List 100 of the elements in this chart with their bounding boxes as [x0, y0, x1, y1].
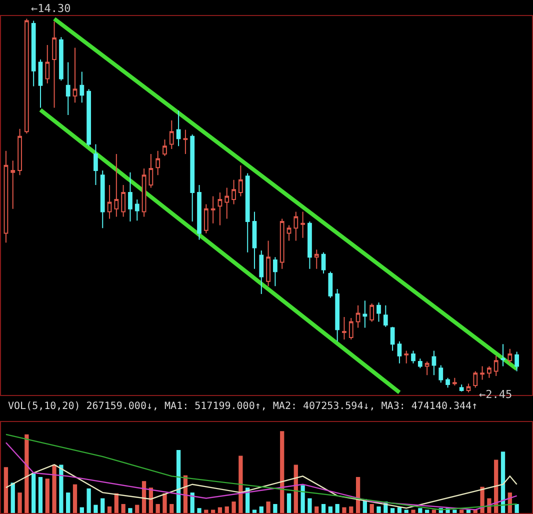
bar	[432, 510, 436, 513]
bar	[176, 450, 181, 513]
bar	[4, 467, 8, 513]
candlestick	[45, 44, 50, 84]
bar	[252, 510, 257, 513]
candlestick	[473, 370, 478, 388]
bar	[411, 510, 416, 513]
candlestick	[24, 18, 29, 134]
bar	[397, 507, 402, 513]
bar	[66, 492, 70, 513]
candlestick	[238, 164, 243, 197]
bar	[349, 506, 354, 513]
bar	[280, 431, 284, 513]
bar	[204, 510, 208, 513]
bar	[259, 506, 264, 513]
candlestick	[224, 187, 230, 220]
candlestick	[148, 154, 154, 188]
candlestick	[100, 170, 105, 229]
candlestick	[59, 36, 64, 82]
bar	[32, 472, 36, 513]
candlestick	[245, 172, 250, 253]
candlestick	[176, 110, 181, 147]
chart-title: VOL(5,10,20) 267159.000↓, MA1: 517199.000↑, MA2: 407253.594↓, MA3: 474140.344↑	[8, 401, 478, 412]
bar	[418, 508, 422, 513]
candlestick	[362, 300, 368, 328]
bar	[45, 478, 50, 513]
bar	[197, 508, 202, 513]
candlestick	[197, 184, 202, 240]
candlestick	[376, 302, 381, 322]
candlestick	[397, 340, 402, 364]
bar	[38, 476, 43, 513]
bar	[80, 507, 84, 513]
bar	[128, 508, 132, 513]
bar	[308, 498, 312, 513]
bar	[500, 452, 506, 513]
bar	[321, 504, 326, 513]
bar	[328, 506, 332, 513]
candlestick	[142, 168, 146, 218]
candlestick	[321, 252, 326, 274]
candlestick	[335, 288, 340, 342]
bar	[218, 507, 222, 513]
candlestick	[514, 351, 519, 372]
candlestick	[204, 204, 208, 234]
bar	[86, 488, 91, 513]
candlestick	[280, 218, 284, 270]
candlestick	[446, 377, 450, 388]
bar	[52, 464, 56, 513]
bar	[18, 492, 22, 513]
bar	[170, 504, 174, 513]
candlestick	[459, 384, 464, 392]
candlestick	[156, 150, 160, 176]
candlestick	[107, 184, 112, 220]
candlestick	[466, 383, 471, 393]
bar	[238, 456, 243, 513]
candlestick	[31, 20, 36, 87]
candlestick	[424, 361, 430, 376]
candlestick	[121, 184, 126, 218]
bar	[59, 464, 64, 513]
candlestick	[452, 377, 457, 386]
candlestick	[487, 366, 492, 378]
candlestick	[134, 198, 140, 222]
candlestick	[314, 249, 319, 270]
bar	[314, 506, 319, 513]
candlestick	[4, 150, 8, 244]
bar	[232, 502, 236, 513]
candlestick	[356, 304, 360, 328]
candlestick	[252, 211, 257, 270]
candlestick	[342, 316, 346, 340]
bar	[294, 464, 298, 513]
candlestick	[18, 128, 22, 176]
candlestick	[52, 21, 56, 108]
candlestick	[300, 211, 305, 238]
bar	[514, 504, 519, 513]
candlestick	[38, 58, 43, 108]
candlestick	[348, 318, 354, 340]
candlestick	[210, 196, 216, 224]
text: ←14.30	[31, 2, 71, 15]
candlestick	[411, 350, 416, 364]
bar	[162, 493, 167, 513]
candlestick	[162, 139, 167, 156]
bar	[370, 504, 374, 513]
candlestick	[370, 303, 374, 322]
bar	[211, 510, 216, 513]
candlestick	[266, 240, 270, 287]
candlestick	[128, 172, 132, 222]
candlestick	[72, 47, 78, 104]
bar	[24, 434, 29, 513]
bar	[460, 510, 464, 513]
bar	[335, 504, 340, 513]
bar	[300, 485, 305, 513]
candlestick	[80, 71, 84, 104]
candlestick	[86, 88, 91, 147]
bar	[466, 510, 471, 513]
bar	[390, 508, 395, 513]
bar	[135, 504, 140, 513]
bar	[404, 510, 408, 513]
candlestick	[183, 129, 188, 155]
candlestick	[232, 179, 236, 205]
bar	[72, 484, 78, 513]
bar	[356, 476, 360, 513]
